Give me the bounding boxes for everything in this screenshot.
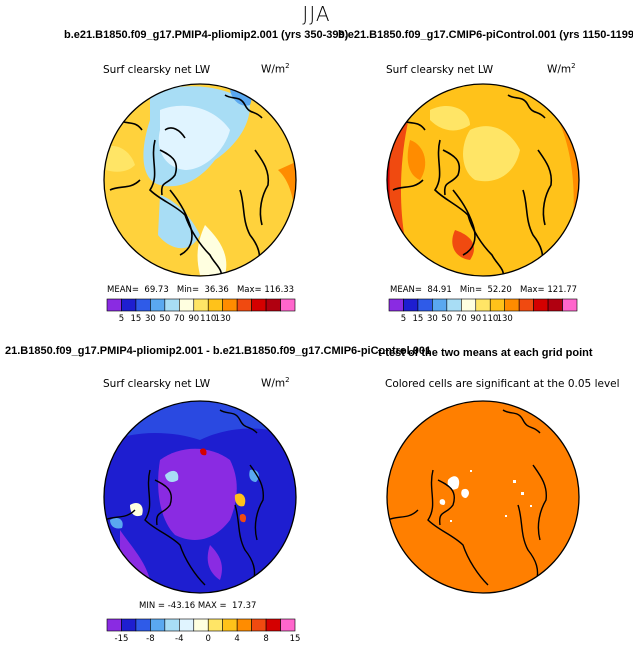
significance-note: Colored cells are significant at the 0.0… xyxy=(385,378,620,390)
colorbar-ticks: 5 15 30 50 70 90 110 130 xyxy=(107,314,295,326)
panel-title-ttest: t-test of the two means at each grid poi… xyxy=(378,347,593,359)
colorbar-ticks: 5 15 30 50 70 90 110 130 xyxy=(389,314,577,326)
stats-line: MEAN= 84.91 Min= 52.20 Max= 121.77 xyxy=(390,285,578,295)
stats-line: MIN = -43.16 MAX = 17.37 xyxy=(139,601,257,611)
colorbar-tick-label: 90 xyxy=(470,314,482,324)
units-label: W/m2 xyxy=(261,376,290,390)
colorbar-tick-label: 90 xyxy=(188,314,200,324)
colorbar-cell xyxy=(280,618,296,632)
colorbar xyxy=(388,298,578,312)
panel-title-difference: 21.B1850.f09_g17.PMIP4-pliomip2.001 - b.… xyxy=(5,345,432,357)
colorbar-tick-label: 70 xyxy=(455,314,467,324)
colorbar-cell xyxy=(562,298,578,312)
colorbar-tick-label: 70 xyxy=(173,314,185,324)
colorbar-tick-label: 5 xyxy=(400,314,407,324)
variable-label: Surf clearsky net LW xyxy=(103,64,211,76)
colorbar-tick-label: 110 xyxy=(200,314,217,324)
colorbar-tick-label: 130 xyxy=(496,314,513,324)
units-label: W/m2 xyxy=(547,62,576,76)
colorbar-tick-label: -15 xyxy=(114,634,129,644)
colorbar-tick-label: 110 xyxy=(482,314,499,324)
colorbar-tick-label: 5 xyxy=(118,314,125,324)
stats-line: MEAN= 69.73 Min= 36.36 Max= 116.33 xyxy=(107,285,295,295)
significance-field xyxy=(387,401,579,593)
colorbar-ticks: -15 -8 -4 0 4 8 15 xyxy=(107,634,301,646)
colorbar-tick-label: 15 xyxy=(289,634,301,644)
colorbar-tick-label: 130 xyxy=(214,314,231,324)
colorbar-tick-label: 15 xyxy=(130,314,142,324)
figure-title: JJA xyxy=(302,2,331,26)
colorbar-tick-label: -8 xyxy=(146,634,155,644)
colorbar-tick-label: -4 xyxy=(175,634,184,644)
colorbar-tick-label: 8 xyxy=(263,634,269,644)
panel-title-picontrol: b.e21.B1850.f09_g17.CMIP6-piControl.001 … xyxy=(338,29,633,41)
colorbar-tick-label: 4 xyxy=(234,634,240,644)
variable-label: Surf clearsky net LW xyxy=(386,64,494,76)
variable-label: Surf clearsky net LW xyxy=(103,378,211,390)
units-label: W/m2 xyxy=(261,62,290,76)
colorbar-tick-label: 30 xyxy=(144,314,156,324)
colorbar-tick-label: 50 xyxy=(159,314,171,324)
colorbar-tick-label: 15 xyxy=(412,314,424,324)
panel-title-pliomip: b.e21.B1850.f09_g17.PMIP4-pliomip2.001 (… xyxy=(64,29,349,41)
colorbar-cell xyxy=(280,298,296,312)
colorbar-tick-label: 0 xyxy=(205,634,211,644)
colorbar-tick-label: 30 xyxy=(426,314,438,324)
colorbar xyxy=(106,298,296,312)
colorbar xyxy=(106,618,296,632)
colorbar-tick-label: 50 xyxy=(441,314,453,324)
